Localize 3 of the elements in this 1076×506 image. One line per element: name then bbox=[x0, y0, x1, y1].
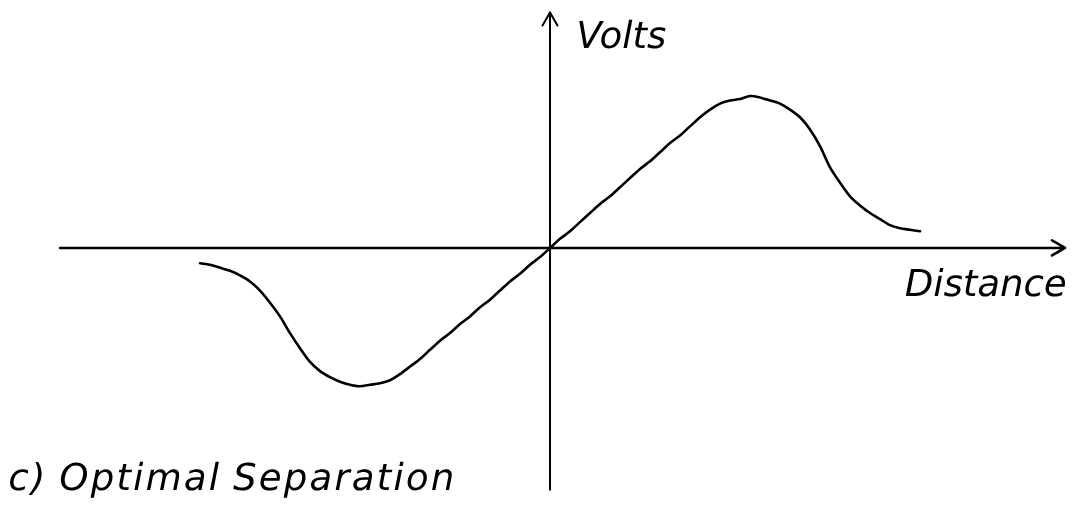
y-axis-title: Volts bbox=[579, 19, 666, 49]
x-axis-title: Distance bbox=[905, 267, 1066, 297]
text: c) Optimal Separation bbox=[10, 461, 452, 498]
